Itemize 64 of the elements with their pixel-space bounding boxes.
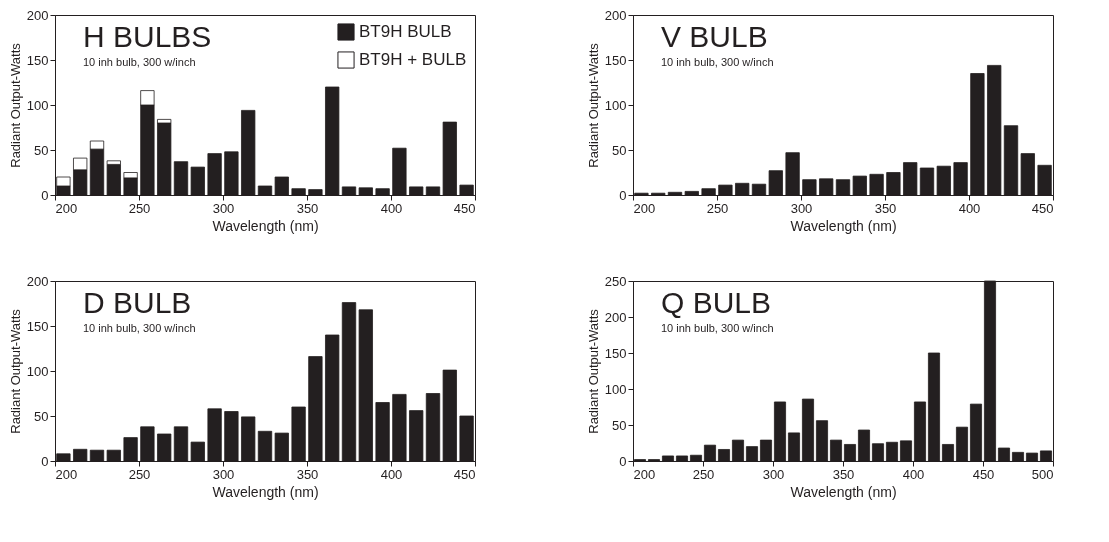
text: 10 inh bulb, 300 w/inch (661, 322, 774, 334)
x-axis-title: Wavelength (nm) (790, 483, 897, 500)
x-tick-label: 300 (212, 200, 235, 216)
x-tick-label: 250 (128, 200, 151, 216)
x-tick-label: 200 (633, 466, 656, 482)
text: 10 inh bulb, 300 w/inch (83, 322, 196, 334)
y-tick-label: 100 (604, 381, 627, 397)
chart-title: V BULB (661, 20, 768, 53)
x-tick-label: 450 (453, 466, 476, 482)
x-tick-label: 250 (706, 200, 729, 216)
chart-title: H BULBS (83, 20, 212, 53)
y-tick-label: 150 (604, 52, 627, 68)
y-tick-label: 150 (26, 318, 49, 334)
chart-title: D BULB (83, 286, 192, 319)
x-tick-label: 300 (212, 466, 235, 482)
x-tick-label: 350 (296, 466, 319, 482)
x-tick-label: 350 (832, 466, 855, 482)
x-tick-label: 200 (55, 466, 78, 482)
y-axis-title: Radiant Output-Watts (7, 308, 23, 434)
y-tick-label: 200 (604, 309, 627, 325)
y-tick-label: 50 (34, 408, 49, 424)
y-tick-label: 100 (604, 97, 627, 113)
y-tick-label: 0 (41, 187, 49, 203)
x-tick-label: 200 (633, 200, 656, 216)
x-tick-label: 300 (790, 200, 813, 216)
x-tick-label: 400 (958, 200, 981, 216)
x-tick-label: 350 (296, 200, 319, 216)
x-tick-label: 450 (1031, 200, 1054, 216)
y-tick-label: 150 (604, 345, 627, 361)
x-tick-label: 450 (972, 466, 995, 482)
y-tick-label: 200 (604, 7, 627, 23)
legend-label: BT9H BULB (359, 22, 452, 41)
y-tick-label: 50 (612, 417, 627, 433)
text: 10 inh bulb, 300 w/inch (83, 56, 196, 68)
x-tick-label: 250 (692, 466, 715, 482)
legend-label: BT9H + BULB (359, 50, 467, 69)
y-tick-label: 0 (619, 187, 627, 203)
x-tick-label: 400 (902, 466, 925, 482)
x-tick-label: 400 (380, 200, 403, 216)
chart-title: Q BULB (661, 286, 772, 319)
y-tick-label: 100 (26, 97, 49, 113)
y-tick-label: 50 (34, 142, 49, 158)
x-tick-label: 450 (453, 200, 476, 216)
x-tick-label: 500 (1031, 466, 1054, 482)
y-tick-label: 200 (26, 273, 49, 289)
y-tick-label: 50 (612, 142, 627, 158)
y-axis-title: Radiant Output-Watts (585, 42, 601, 168)
x-axis-title: Wavelength (nm) (212, 217, 319, 234)
y-axis-title: Radiant Output-Watts (7, 42, 23, 168)
y-axis-title: Radiant Output-Watts (585, 308, 601, 434)
y-tick-label: 0 (619, 453, 627, 469)
x-axis-title: Wavelength (nm) (212, 483, 319, 500)
y-tick-label: 150 (26, 52, 49, 68)
y-tick-label: 250 (604, 273, 627, 289)
x-tick-label: 300 (762, 466, 785, 482)
y-tick-label: 200 (26, 7, 49, 23)
x-axis-title: Wavelength (nm) (790, 217, 897, 234)
x-tick-label: 350 (874, 200, 897, 216)
x-tick-label: 250 (128, 466, 151, 482)
text: 10 inh bulb, 300 w/inch (661, 56, 774, 68)
y-tick-label: 100 (26, 363, 49, 379)
x-tick-label: 400 (380, 466, 403, 482)
y-tick-label: 0 (41, 453, 49, 469)
x-tick-label: 200 (55, 200, 78, 216)
